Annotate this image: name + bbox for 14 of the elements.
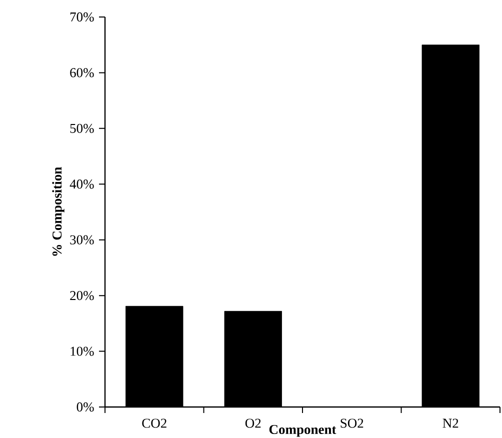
x-tick-label: N2 [442, 418, 458, 428]
x-tick-label: SO2 [340, 418, 364, 428]
y-tick-label: 20% [70, 290, 94, 300]
y-tick-label: 70% [70, 12, 94, 22]
y-tick-label: 10% [70, 346, 94, 356]
x-axis-title: Component [269, 424, 336, 437]
x-tick-label: CO2 [142, 418, 166, 428]
y-tick-label: 40% [70, 180, 94, 189]
y-tick-label: 0% [76, 402, 94, 412]
x-tick-label: O2 [245, 418, 261, 428]
y-tick-label: 30% [70, 235, 94, 244]
y-tick-label: 60% [70, 68, 94, 78]
y-axis-title: % Composition [52, 167, 64, 256]
y-tick-label: 50% [70, 124, 94, 134]
